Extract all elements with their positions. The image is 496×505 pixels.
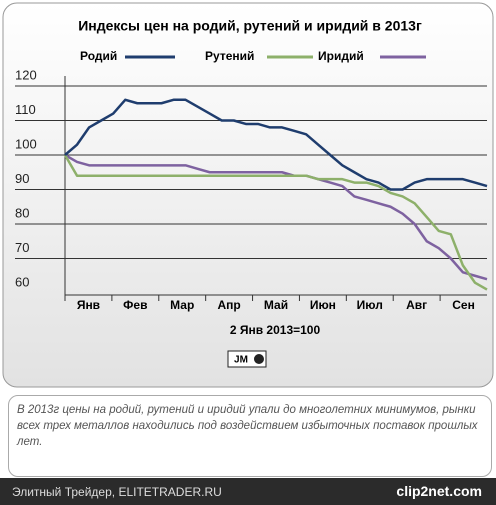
series-line (63, 154, 488, 291)
x-tick-label: Мар (170, 298, 194, 312)
y-tick-label: 70 (15, 240, 29, 255)
series-line (64, 98, 488, 191)
footer: Элитный Трейдер, ELITETRADER.RU clip2net… (0, 478, 496, 505)
source: Элитный Трейдер, ELITETRADER.RU (12, 485, 222, 499)
x-tick-label: Апр (217, 298, 240, 312)
legend-label: Родий (80, 49, 117, 63)
y-tick-label: 90 (15, 171, 29, 186)
chart-title: Индексы цен на родий, рутений и иридий в… (78, 18, 422, 34)
legend-label: Иридий (318, 49, 364, 63)
y-tick-label: 100 (15, 136, 37, 151)
brand: clip2net.com (396, 483, 482, 499)
y-tick-label: 120 (15, 67, 37, 82)
x-tick-label: Июл (357, 298, 383, 312)
legend-label: Рутений (205, 49, 254, 63)
x-tick-label: Июн (310, 298, 336, 312)
subtitle: 2 Янв 2013=100 (230, 323, 321, 337)
x-tick-label: Фев (123, 298, 147, 312)
chart: Индексы цен на родий, рутений и иридий в… (2, 2, 494, 388)
y-tick-label: 110 (15, 102, 36, 117)
logo: JM (234, 355, 248, 366)
x-tick-label: Янв (77, 298, 100, 312)
x-tick-label: Май (264, 298, 288, 312)
series-line (64, 153, 488, 281)
caption: В 2013г цены на родий, рутений и иридий … (8, 395, 492, 477)
x-tick-label: Авг (406, 298, 427, 312)
logo-icon (254, 354, 264, 364)
y-tick-label: 60 (15, 274, 29, 289)
y-tick-label: 80 (15, 205, 29, 220)
x-tick-label: Сен (452, 298, 475, 312)
